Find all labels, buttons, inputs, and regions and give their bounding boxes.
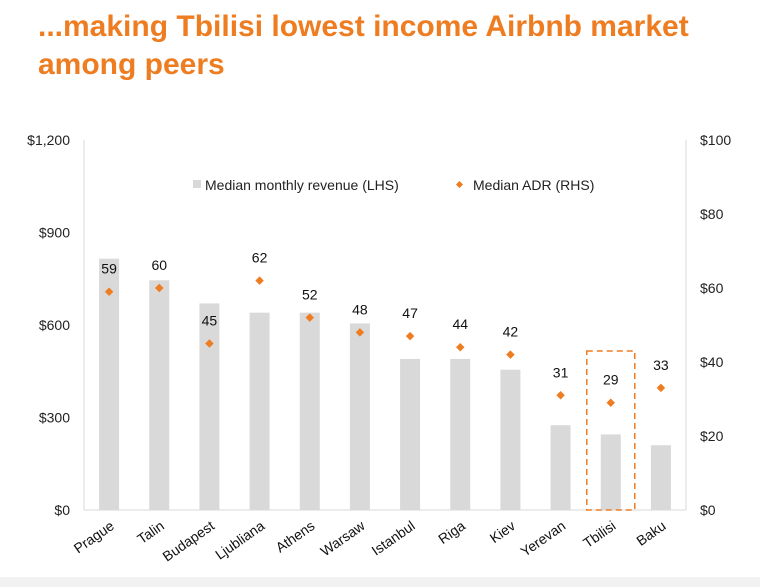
footer-strip xyxy=(0,577,760,587)
legend-label-adr: Median ADR (RHS) xyxy=(473,177,594,193)
adr-marker xyxy=(205,339,214,348)
category-label: Warsaw xyxy=(317,517,368,559)
revenue-bar xyxy=(299,312,320,510)
revenue-bar xyxy=(600,434,621,510)
revenue-bar xyxy=(450,358,471,510)
adr-marker xyxy=(104,287,114,296)
title-line-1: ...making Tbilisi lowest income Airbnb m… xyxy=(38,10,689,43)
revenue-bar xyxy=(149,280,170,510)
category-label: Riga xyxy=(435,517,468,547)
revenue-bar xyxy=(650,445,671,510)
revenue-bar xyxy=(500,369,521,510)
adr-value-label: 52 xyxy=(302,287,318,303)
adr-value-label: 59 xyxy=(101,261,117,277)
category-label: Yerevan xyxy=(517,517,568,559)
adr-marker xyxy=(305,313,314,322)
revenue-bar xyxy=(349,323,370,510)
right-axis-tick-label: $20 xyxy=(700,428,724,444)
adr-value-label: 33 xyxy=(653,357,669,373)
category-label: Baku xyxy=(633,517,668,548)
left-axis-tick-label: $1,200 xyxy=(27,132,70,148)
left-axis-tick-label: $0 xyxy=(54,502,70,518)
adr-value-label: 47 xyxy=(402,305,418,321)
tbilisi-highlight-box xyxy=(586,350,636,511)
adr-marker xyxy=(556,391,565,400)
adr-marker xyxy=(155,283,164,293)
adr-marker xyxy=(506,350,515,359)
page-title: ...making Tbilisi lowest income Airbnb m… xyxy=(38,8,748,84)
right-axis-tick-label: $80 xyxy=(700,206,724,222)
category-label: Istanbul xyxy=(368,517,417,558)
legend: Median monthly revenue (LHS) Median ADR … xyxy=(193,177,594,193)
revenue-bar xyxy=(199,303,220,510)
adr-marker xyxy=(456,342,465,352)
right-axis-tick-label: $100 xyxy=(700,132,731,148)
adr-value-label: 60 xyxy=(151,257,167,273)
category-label: Tbilisi xyxy=(580,517,618,551)
category-label: Prague xyxy=(71,517,117,556)
title-line-2: among peers xyxy=(38,48,225,81)
adr-value-label: 42 xyxy=(503,324,519,340)
left-axis-tick-label: $600 xyxy=(39,317,70,333)
left-axis-tick-label: $300 xyxy=(39,410,70,426)
adr-value-label: 62 xyxy=(252,250,268,266)
adr-value-label: 31 xyxy=(553,364,569,380)
adr-value-label: 29 xyxy=(603,372,619,388)
adr-value-label: 48 xyxy=(352,301,368,317)
adr-marker xyxy=(656,383,666,393)
revenue-bar xyxy=(249,312,270,510)
category-label: Budapest xyxy=(159,517,217,564)
adr-marker xyxy=(355,328,365,337)
legend-bar-swatch xyxy=(193,180,201,188)
category-label: Talin xyxy=(134,517,167,547)
category-label: Athens xyxy=(273,517,318,555)
revenue-bar xyxy=(99,258,120,510)
legend-marker-swatch xyxy=(455,180,464,189)
left-axis-tick-label: $900 xyxy=(39,225,70,241)
right-axis-tick-label: $0 xyxy=(700,502,716,518)
adr-marker xyxy=(255,276,264,285)
revenue-bar xyxy=(400,358,421,510)
revenue-bar xyxy=(550,425,571,510)
right-axis-tick-label: $60 xyxy=(700,280,724,296)
adr-marker xyxy=(606,398,615,407)
right-axis-tick-label: $40 xyxy=(700,354,724,370)
category-label: Ljubliana xyxy=(212,517,267,562)
legend-label-revenue: Median monthly revenue (LHS) xyxy=(205,177,399,193)
adr-marker xyxy=(405,331,415,341)
category-label: Kiev xyxy=(487,517,518,546)
adr-value-label: 44 xyxy=(452,316,468,332)
adr-value-label: 45 xyxy=(202,313,218,329)
